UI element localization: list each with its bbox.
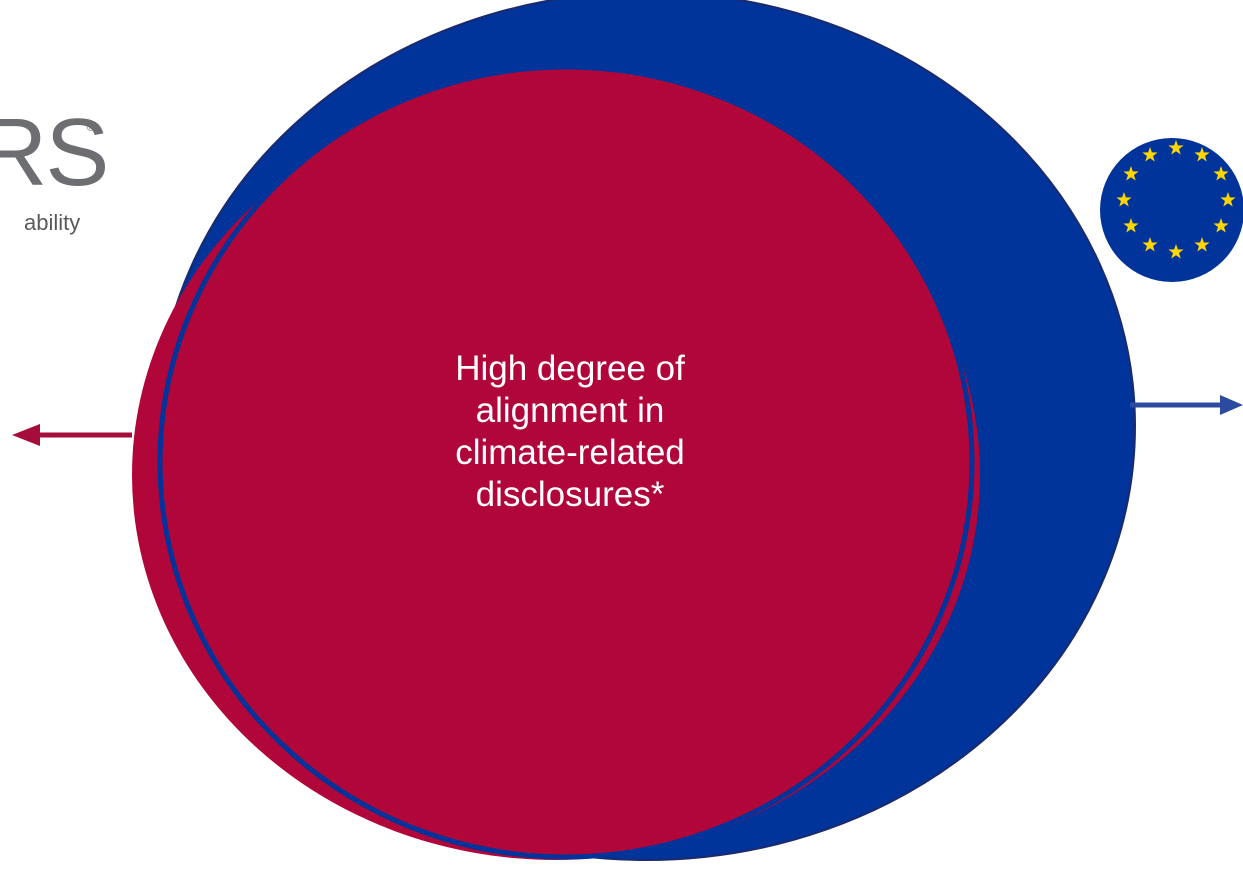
center-caption-line-4: disclosures* [475, 475, 665, 514]
left-logo-tagline: ability [24, 210, 81, 235]
inner-circle-outline [157, 64, 975, 860]
center-caption-line-3: climate-related [455, 433, 685, 472]
center-caption: High degree of alignment in climate-rela… [320, 348, 820, 516]
right-arrow-head [1220, 395, 1243, 415]
left-logo-registered-mark: ® [87, 123, 95, 134]
center-caption-line-2: alignment in [475, 391, 665, 430]
eu-star-icon [1123, 166, 1139, 181]
eu-flag-disc [1100, 138, 1243, 282]
left-logo: RS ® ability [0, 95, 160, 245]
right-arrow [1130, 395, 1243, 415]
eu-star-icon [1142, 146, 1158, 162]
left-logo-mark: RS [0, 99, 109, 206]
left-arrow-head [12, 424, 40, 446]
eu-star-icon [1220, 192, 1236, 207]
eu-star-icon [1142, 237, 1158, 252]
left-logo-panel: RS ® ability [0, 95, 160, 245]
eu-star-icon [1168, 140, 1184, 155]
eu-star-icon [1116, 192, 1132, 207]
eu-star-icon [1168, 244, 1184, 259]
eu-flag-icon [1100, 138, 1243, 282]
eu-star-icon [1213, 218, 1229, 233]
eu-star-icon [1123, 218, 1139, 233]
eu-star-icon [1194, 146, 1210, 162]
left-arrow [12, 424, 132, 446]
eu-star-icon [1194, 237, 1210, 252]
eu-star-icon [1213, 166, 1229, 181]
center-caption-line-1: High degree of [455, 349, 685, 388]
eu-flag-stars-icon [1116, 140, 1236, 259]
